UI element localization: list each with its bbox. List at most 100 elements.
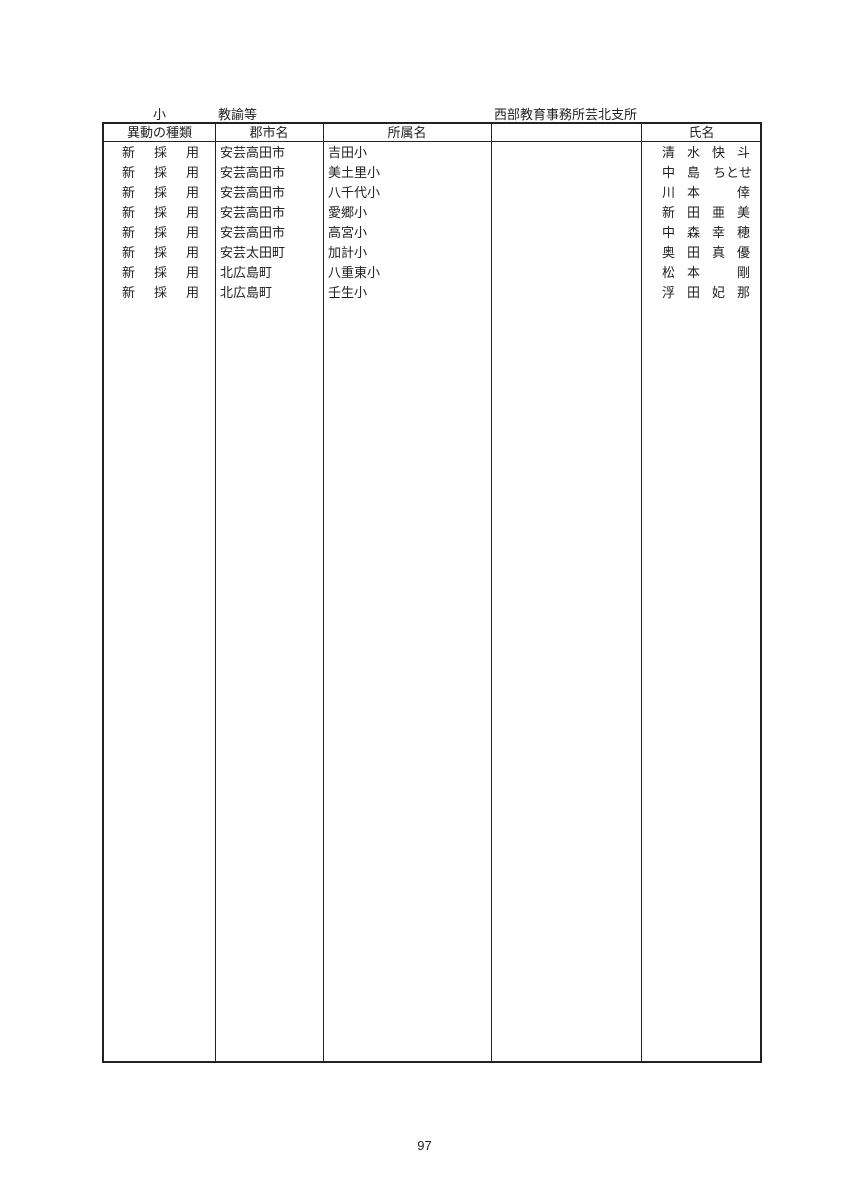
kind-char: 用 bbox=[185, 145, 199, 160]
transfer-kind: 新採用 bbox=[104, 243, 217, 263]
kind-char: 用 bbox=[185, 285, 199, 300]
person-name: 松本 剛 bbox=[656, 263, 756, 283]
name-part: 剛 bbox=[736, 265, 750, 280]
table-row: 新 採 用 北広島町 壬生小 浮田妃那 bbox=[104, 283, 760, 303]
person-name: 川本 倖 bbox=[656, 183, 756, 203]
city-name: 北広島町 bbox=[220, 285, 273, 300]
table-row: 新 採 用 安芸高田市 八千代小 川本 倖 bbox=[104, 183, 760, 203]
column-divider bbox=[491, 124, 492, 1061]
name-part: 水 bbox=[686, 145, 700, 160]
transfer-kind: 新採用 bbox=[104, 283, 217, 303]
person-name: 新田亜美 bbox=[656, 203, 756, 223]
kind-char: 採 bbox=[153, 205, 167, 220]
name-part: 斗 bbox=[736, 145, 750, 160]
kind-char: 採 bbox=[153, 265, 167, 280]
city-name: 安芸高田市 bbox=[220, 145, 286, 160]
column-divider bbox=[323, 124, 324, 1061]
city-name: 安芸高田市 bbox=[220, 165, 286, 180]
kind-char: 用 bbox=[185, 165, 199, 180]
table-row: 新 採 用 北広島町 八重東小 松本 剛 bbox=[104, 263, 760, 283]
name-part: 亜 bbox=[711, 205, 725, 220]
kind-char: 用 bbox=[185, 225, 199, 240]
name-part: 奥 bbox=[661, 245, 675, 260]
person-name: 奥田真優 bbox=[656, 243, 756, 263]
name-part: 清 bbox=[661, 145, 675, 160]
kind-char: 採 bbox=[153, 185, 167, 200]
name-part: 田 bbox=[686, 245, 700, 260]
school-name: 吉田小 bbox=[328, 145, 368, 160]
kind-char: 新 bbox=[122, 145, 136, 160]
name-part: 穂 bbox=[736, 225, 750, 240]
transfer-kind: 新採用 bbox=[104, 143, 217, 163]
header-divider bbox=[104, 141, 760, 142]
transfer-kind: 新採用 bbox=[104, 183, 217, 203]
name-part: 那 bbox=[736, 285, 750, 300]
name-part: 松 bbox=[661, 265, 675, 280]
kind-char: 新 bbox=[122, 285, 136, 300]
city-name: 安芸高田市 bbox=[220, 185, 286, 200]
office-name: 西部教育事務所芸北支所 bbox=[494, 107, 638, 122]
kind-char: 新 bbox=[122, 165, 136, 180]
column-divider bbox=[641, 124, 642, 1061]
kind-char: 用 bbox=[185, 245, 199, 260]
school-name: 加計小 bbox=[328, 245, 368, 260]
school-name: 壬生小 bbox=[328, 285, 368, 300]
city-name: 北広島町 bbox=[220, 265, 273, 280]
name-part: 本 bbox=[686, 265, 700, 280]
name-part: 妃 bbox=[711, 285, 725, 300]
column-divider bbox=[215, 124, 216, 1061]
name-part: 田 bbox=[686, 285, 700, 300]
column-header-city: 郡市名 bbox=[249, 125, 289, 140]
person-name: 清水快斗 bbox=[656, 143, 756, 163]
column-header-school: 所属名 bbox=[387, 125, 427, 140]
name-part bbox=[706, 263, 731, 283]
kind-char: 新 bbox=[122, 185, 136, 200]
table-row: 新 採 用 安芸高田市 吉田小 清水快斗 bbox=[104, 143, 760, 163]
school-name: 八重東小 bbox=[328, 265, 381, 280]
transfer-kind: 新採用 bbox=[104, 163, 217, 183]
name-part: 田 bbox=[686, 205, 700, 220]
kind-char: 採 bbox=[153, 225, 167, 240]
name-part: 島 bbox=[686, 165, 700, 180]
name-part: 本 bbox=[686, 185, 700, 200]
name-part: 幸 bbox=[711, 225, 725, 240]
table-row: 新 採 用 安芸高田市 美土里小 中島ちとせ bbox=[104, 163, 760, 183]
name-part: 中 bbox=[661, 225, 675, 240]
school-name: 高宮小 bbox=[328, 225, 368, 240]
name-part: 森 bbox=[686, 225, 700, 240]
name-part: 川 bbox=[661, 185, 675, 200]
name-part: 美 bbox=[736, 205, 750, 220]
column-header-blank bbox=[491, 124, 641, 142]
school-name: 愛郷小 bbox=[328, 205, 368, 220]
kind-char: 新 bbox=[122, 265, 136, 280]
person-name: 浮田妃那 bbox=[656, 283, 756, 303]
name-part: 真 bbox=[711, 245, 725, 260]
person-name: 中森幸穂 bbox=[656, 223, 756, 243]
name-part: 優 bbox=[736, 245, 750, 260]
kind-char: 用 bbox=[185, 185, 199, 200]
page-number: 97 bbox=[417, 1138, 432, 1153]
name-part: 新 bbox=[661, 205, 675, 220]
city-name: 安芸太田町 bbox=[220, 245, 286, 260]
name-part: 快 bbox=[711, 145, 725, 160]
name-part: ちとせ bbox=[712, 165, 752, 180]
kind-char: 用 bbox=[185, 205, 199, 220]
personnel-table: 異動の種類 郡市名 所属名 氏名 新採用安芸高田市 吉田小清水快斗新採用安芸高田市… bbox=[102, 122, 762, 1063]
city-name: 安芸高田市 bbox=[220, 205, 286, 220]
column-header-kind: 異動の種類 bbox=[126, 125, 192, 140]
kind-char: 新 bbox=[122, 245, 136, 260]
transfer-kind: 新採用 bbox=[104, 203, 217, 223]
kind-char: 採 bbox=[153, 165, 167, 180]
name-part: 倖 bbox=[736, 185, 750, 200]
name-part: 浮 bbox=[661, 285, 675, 300]
kind-char: 新 bbox=[122, 205, 136, 220]
person-name: 中島ちとせ bbox=[656, 163, 756, 183]
transfer-kind: 新採用 bbox=[104, 223, 217, 243]
name-part: 中 bbox=[661, 165, 675, 180]
column-header-name: 氏名 bbox=[688, 125, 715, 140]
transfer-kind: 新採用 bbox=[104, 263, 217, 283]
kind-char: 新 bbox=[122, 225, 136, 240]
name-part bbox=[706, 183, 731, 203]
kind-char: 採 bbox=[153, 285, 167, 300]
school-level: 小 bbox=[153, 107, 167, 122]
